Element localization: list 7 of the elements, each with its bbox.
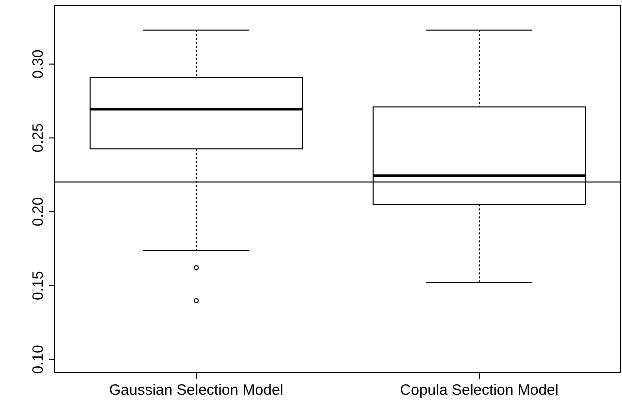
y-tick-label: 0.30 bbox=[30, 50, 47, 79]
x-tick-label: Copula Selection Model bbox=[400, 382, 559, 399]
y-tick-label: 0.25 bbox=[30, 124, 47, 153]
x-tick-label: Gaussian Selection Model bbox=[109, 382, 284, 399]
y-tick-label: 0.10 bbox=[30, 345, 47, 374]
y-tick-label: 0.15 bbox=[30, 271, 47, 300]
y-tick-label: 0.20 bbox=[30, 197, 47, 227]
